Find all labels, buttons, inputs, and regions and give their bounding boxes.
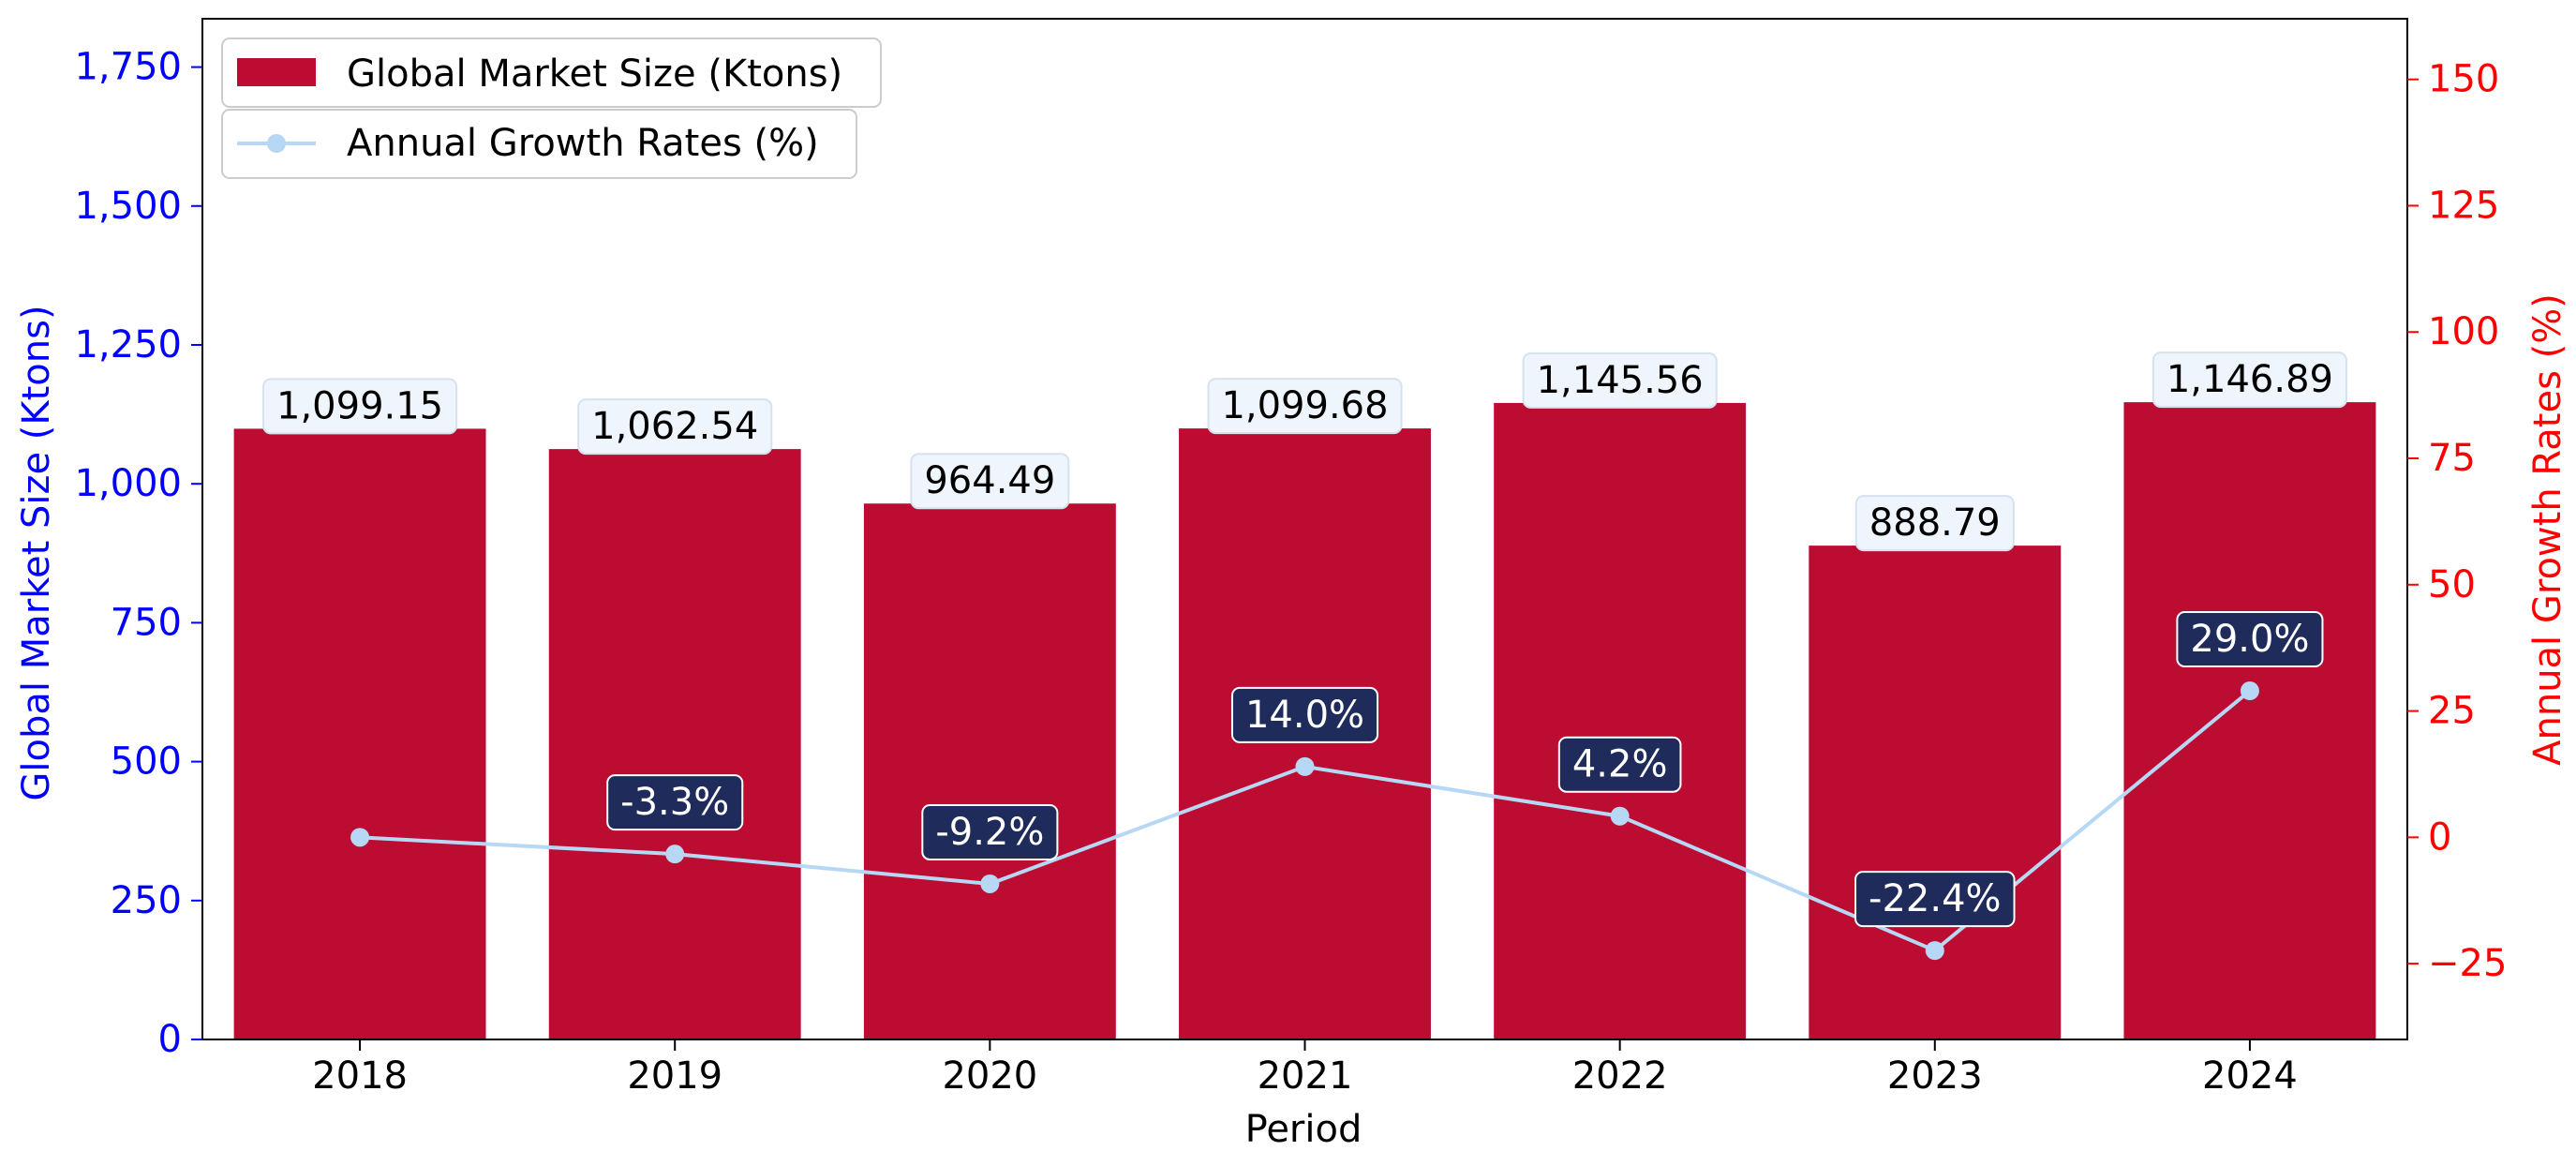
legend-line-marker	[267, 134, 286, 153]
rate-label-2020-box	[921, 803, 1059, 860]
y-left-tick-label-1250: 1,250	[74, 323, 182, 366]
x-tick-label-2022: 2022	[1572, 1054, 1668, 1098]
rate-label-2024-box	[2176, 611, 2324, 668]
legend-line-label: Annual Growth Rates (%)	[347, 122, 819, 165]
y-right-tick-label-125: 125	[2428, 184, 2499, 227]
y-left-tick-label-0: 0	[158, 1018, 182, 1061]
bar-label-2021-box	[1207, 378, 1403, 435]
bar-label-2023: 888.79	[1854, 495, 2015, 552]
bar-2018	[233, 428, 486, 1039]
legend-bar-swatch	[237, 58, 316, 86]
growth-rate-point-2023	[1925, 941, 1944, 961]
bar-label-2024: 1,146.89	[2152, 351, 2347, 409]
y-right-tick-label-100: 100	[2428, 310, 2499, 353]
x-tick-label-2021: 2021	[1258, 1054, 1353, 1098]
bar-label-2024-box	[2152, 351, 2347, 409]
x-axis-title: Period	[1245, 1108, 1362, 1151]
bar-label-2018-box	[262, 378, 458, 435]
rate-label-2024: 29.0%	[2176, 611, 2324, 668]
bar-2019	[548, 449, 801, 1039]
bar-label-2020: 964.49	[910, 453, 1070, 510]
rate-label-2021-text: 14.0%	[1245, 694, 1364, 737]
y-right-tick-label-0: 0	[2428, 815, 2451, 859]
rate-label-2021: 14.0%	[1230, 686, 1379, 743]
bar-label-2019-text: 1,062.54	[591, 405, 758, 448]
y-left-tick-label-500: 500	[111, 740, 182, 784]
bar-label-2021: 1,099.68	[1207, 378, 1403, 435]
rate-label-2022-text: 4.2%	[1572, 743, 1668, 786]
bar-label-2020-text: 964.49	[924, 459, 1055, 502]
y-right-tick-label-75: 75	[2428, 437, 2476, 480]
legend-bar-label: Global Market Size (Ktons)	[347, 52, 842, 96]
rate-label-2019: -3.3%	[606, 774, 744, 831]
y-right-tick-label-50: 50	[2428, 563, 2476, 606]
growth-rate-point-2018	[350, 828, 370, 847]
line-series	[350, 681, 2259, 961]
bar-label-2024-text: 1,146.89	[2167, 358, 2333, 401]
bar-2020	[863, 503, 1116, 1039]
bar-label-2020-box	[910, 453, 1070, 510]
y-left-tick-label-1000: 1,000	[74, 462, 182, 505]
rate-label-2020-text: -9.2%	[935, 811, 1044, 854]
bar-2023	[1809, 546, 2062, 1039]
rate-label-2019-text: -3.3%	[620, 781, 729, 824]
legend-bar-frame	[221, 37, 882, 108]
rate-label-2019-box	[606, 774, 744, 831]
bar-data-labels: 1,099.15 1,062.54 964.49 1,099.68 1,145.56 88…	[262, 351, 2347, 552]
rate-label-2022-box	[1557, 736, 1682, 793]
axes: 2018 2019 2020 2021 2022 2023 202402505007501,…	[74, 18, 2507, 1098]
bar-label-2022: 1,145.56	[1522, 351, 1718, 409]
y-left-tick-label-750: 750	[111, 601, 182, 644]
legend-line-frame	[221, 109, 857, 179]
x-tick-label-2024: 2024	[2202, 1054, 2298, 1098]
rate-label-2023-text: -22.4%	[1869, 877, 2002, 920]
growth-rate-point-2021	[1295, 756, 1315, 776]
growth-rate-point-2020	[980, 874, 1000, 893]
bar-label-2021-text: 1,099.68	[1221, 384, 1388, 427]
legend-line-entry: Annual Growth Rates (%)	[221, 109, 857, 179]
rate-label-2023-box	[1854, 871, 2016, 928]
y-left-tick-label-1750: 1,750	[74, 46, 182, 89]
y-right-tick-label-25: 25	[2428, 690, 2476, 733]
growth-rate-point-2019	[665, 845, 685, 864]
legend-bar-entry: Global Market Size (Ktons)	[221, 37, 882, 108]
bar-label-2022-text: 1,145.56	[1537, 359, 1704, 402]
bar-label-2018: 1,099.15	[262, 378, 458, 435]
y-right-tick-label-150: 150	[2428, 58, 2499, 101]
y-left-tick-label-250: 250	[111, 879, 182, 922]
rate-label-2023: -22.4%	[1854, 871, 2016, 928]
bar-2024	[2123, 402, 2376, 1039]
y-axis-left-title: Global Market Size (Ktons)	[15, 305, 58, 800]
y-axis-right-title: Annual Growth Rates (%)	[2526, 293, 2569, 766]
x-tick-label-2020: 2020	[942, 1054, 1037, 1098]
growth-rate-point-2024	[2240, 681, 2259, 701]
bar-2022	[1494, 402, 1747, 1039]
bar-label-2019: 1,062.54	[577, 398, 773, 456]
y-left-tick-label-1500: 1,500	[74, 185, 182, 228]
x-tick-label-2023: 2023	[1887, 1054, 1983, 1098]
bar-label-2022-box	[1522, 351, 1718, 409]
bar-label-2019-box	[577, 398, 773, 456]
rate-label-2024-text: 29.0%	[2190, 618, 2309, 661]
x-tick-label-2019: 2019	[627, 1054, 722, 1098]
rate-label-2020: -9.2%	[921, 803, 1059, 860]
bar-label-2023-text: 888.79	[1869, 501, 2001, 545]
rate-data-labels: -3.3% -9.2% 14.0% 4.2% -22.4% 29.0%	[606, 611, 2324, 928]
y-right-tick-label--25: −25	[2428, 942, 2507, 985]
x-tick-label-2018: 2018	[312, 1054, 408, 1098]
bar-label-2018-text: 1,099.15	[276, 384, 443, 427]
bar-label-2023-box	[1854, 495, 2015, 552]
rate-label-2022: 4.2%	[1557, 736, 1682, 793]
rate-label-2021-box	[1230, 686, 1379, 743]
growth-rate-point-2022	[1610, 806, 1630, 826]
